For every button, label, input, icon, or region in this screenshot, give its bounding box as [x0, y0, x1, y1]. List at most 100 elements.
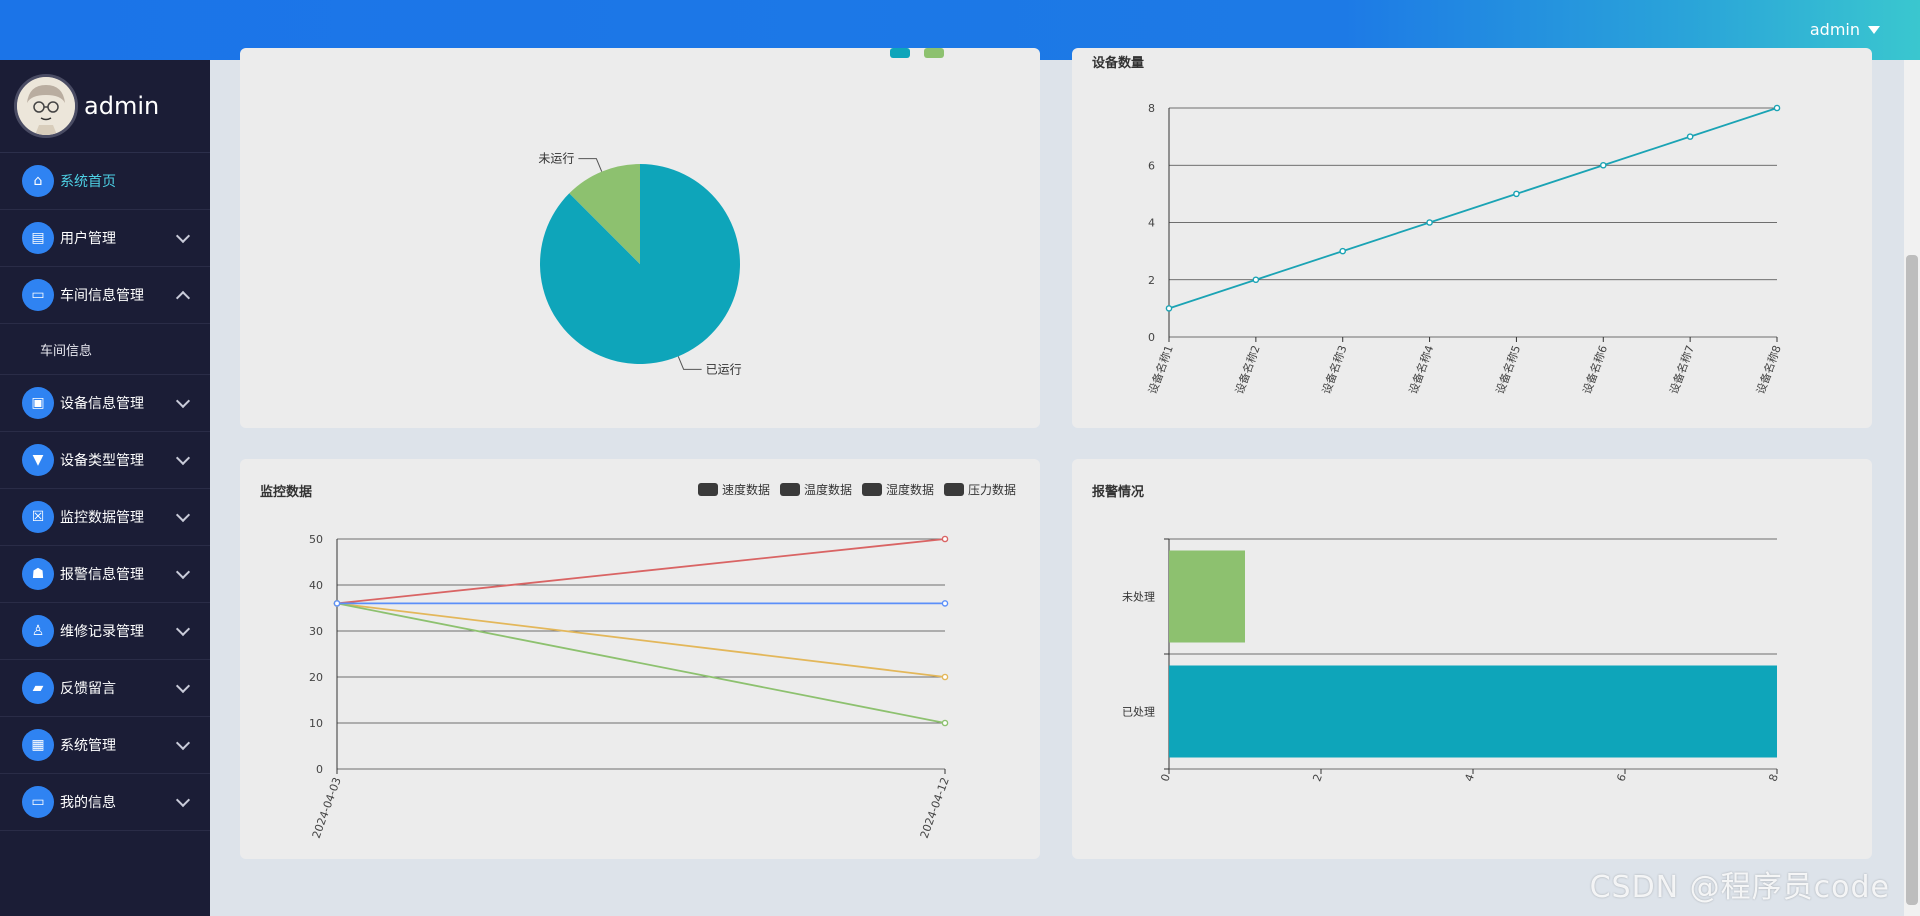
sidebar-item-6[interactable]: ☒ 监控数据管理: [0, 489, 210, 546]
y-tick-label: 0: [316, 763, 323, 776]
data-point: [1599, 161, 1607, 169]
sidebar-item-9[interactable]: ▰ 反馈留言: [0, 660, 210, 717]
alarm-title: 报警情况: [1092, 485, 1145, 500]
x-tick-label: 设备名称5: [1493, 343, 1524, 396]
legend-item-1[interactable]: 温度数据: [780, 481, 852, 498]
bar-1: [1169, 665, 1777, 758]
chevron-down-icon: [175, 564, 191, 580]
scrollbar-thumb[interactable]: [1906, 255, 1918, 905]
legend-item-3[interactable]: 压力数据: [944, 481, 1016, 498]
watermark: CSDN @程序员code: [1589, 870, 1890, 905]
chevron-down-icon: [175, 450, 191, 466]
sidebar-item-8[interactable]: ♙ 维修记录管理: [0, 603, 210, 660]
caret-down-icon: [1868, 25, 1880, 34]
chevron-down-icon: [175, 393, 191, 409]
data-point: [941, 673, 949, 681]
chevron-down-icon: [175, 678, 191, 694]
sidebar-item-0[interactable]: ⌂ 系统首页: [0, 153, 210, 210]
y-tick-label: 50: [309, 533, 323, 546]
home-icon: ⌂: [22, 165, 54, 197]
device-icon: ▣: [22, 387, 54, 419]
sidebar-item-label: 系统首页: [60, 174, 116, 190]
x-tick-label: 设备名称8: [1753, 343, 1784, 396]
sidebar-item-2[interactable]: ▭ 车间信息管理: [0, 267, 210, 324]
sidebar-item-10[interactable]: ▦ 系统管理: [0, 717, 210, 774]
data-point: [1339, 247, 1347, 255]
sidebar-item-label: 系统管理: [60, 738, 116, 754]
series-line-0: [336, 538, 946, 605]
y-tick-label: 40: [309, 579, 323, 592]
legend-swatch: [698, 483, 718, 496]
sidebar-item-7[interactable]: ☗ 报警信息管理: [0, 546, 210, 603]
y-tick-label: 4: [1148, 217, 1155, 230]
series-line-2: [336, 602, 946, 724]
legend-label: 温度数据: [804, 483, 853, 497]
sidebar-menu: ⌂ 系统首页 ▤ 用户管理 ▭ 车间信息管理车间信息 ▣ 设备信息管理 ▼ 设备类型管理 ☒ 监控数据…: [0, 153, 210, 831]
chevron-down-icon: [175, 507, 191, 523]
chevron-down-icon: [175, 228, 191, 244]
x-tick-label: 8: [1766, 772, 1781, 783]
sidebar-item-label: 报警信息管理: [60, 567, 144, 583]
sidebar-item-label: 设备信息管理: [60, 396, 144, 412]
monitor-icon: ▭: [22, 279, 54, 311]
device-count-title: 设备数量: [1092, 56, 1145, 71]
x-tick-label: 设备名称2: [1232, 343, 1263, 396]
pie-label-line: [578, 158, 603, 172]
series-line-0: [1168, 107, 1778, 310]
y-tick-label: 0: [1148, 331, 1155, 344]
sidebar-item-label: 我的信息: [60, 795, 116, 811]
user-card-icon: ☗: [22, 558, 54, 590]
doc-x-icon: ☒: [22, 501, 54, 533]
legend-swatch: [862, 483, 883, 496]
ticket-icon: ▰: [22, 672, 54, 704]
x-tick-label: 6: [1614, 772, 1629, 783]
legend-item-stopped[interactable]: [924, 48, 948, 58]
sidebar-item-label: 车间信息: [40, 343, 93, 359]
x-tick-label: 设备名称3: [1319, 343, 1350, 396]
legend-label: 湿度数据: [886, 483, 935, 497]
bar-0: [1169, 550, 1245, 643]
user-menu[interactable]: admin: [1810, 20, 1880, 39]
sidebar-profile: admin: [0, 60, 210, 153]
sidebar-item-3[interactable]: 车间信息: [0, 324, 210, 375]
data-point: [1165, 305, 1173, 312]
sidebar-item-1[interactable]: ▤ 用户管理: [0, 210, 210, 267]
data-point: [941, 719, 949, 727]
pie-label: 未运行: [538, 152, 574, 166]
monitor-legend: 速度数据 温度数据 湿度数据 压力数据: [698, 481, 1026, 498]
y-tick-label: 8: [1148, 102, 1155, 115]
y-tick-label: 6: [1148, 159, 1155, 172]
sidebar-item-11[interactable]: ▭ 我的信息: [0, 774, 210, 831]
sidebar-item-label: 车间信息管理: [60, 288, 144, 304]
grid-icon: ▦: [22, 729, 54, 761]
x-tick-label: 4: [1462, 772, 1477, 783]
pie-chart: 已运行 未运行: [538, 152, 741, 377]
series-line-1: [336, 602, 946, 678]
sidebar-item-5[interactable]: ▼ 设备类型管理: [0, 432, 210, 489]
sidebar-item-label: 维修记录管理: [60, 624, 144, 640]
clipboard-icon: ▤: [22, 222, 54, 254]
top-username: admin: [1809, 20, 1860, 39]
profile-name: admin: [84, 92, 160, 120]
data-point: [1513, 190, 1520, 198]
data-point: [1252, 276, 1260, 284]
x-tick-label: 设备名称4: [1406, 343, 1437, 396]
chevron-down-icon: [175, 792, 191, 808]
monitor-line-chart: 0 10 20 30 40 50 2024-04-03 2024-04-12: [309, 533, 952, 840]
sidebar-item-4[interactable]: ▣ 设备信息管理: [0, 375, 210, 432]
legend-label: 速度数据: [722, 483, 771, 497]
device-count-card: 设备数量 0 2 4 6 8 设备名称1 设备名称2 设备名称3 设备名称4 设备名称5 设备名称6…: [1072, 48, 1872, 428]
y-tick-label: 10: [309, 717, 323, 730]
legend-item-running[interactable]: [890, 48, 914, 58]
sidebar: admin ⌂ 系统首页 ▤ 用户管理 ▭ 车间信息管理车间信息 ▣ 设备信息管理 ▼ 设备类型管…: [0, 60, 210, 916]
sidebar-item-label: 反馈留言: [60, 681, 116, 697]
y-tick-label: 2: [1148, 274, 1155, 287]
legend-swatch: [924, 48, 944, 58]
data-point: [1686, 133, 1694, 140]
pie-label-line: [677, 356, 702, 370]
legend-item-0[interactable]: 速度数据: [698, 481, 770, 498]
legend-item-2[interactable]: 湿度数据: [862, 481, 934, 498]
pie-legend: [890, 48, 958, 58]
avatar: [14, 74, 78, 138]
